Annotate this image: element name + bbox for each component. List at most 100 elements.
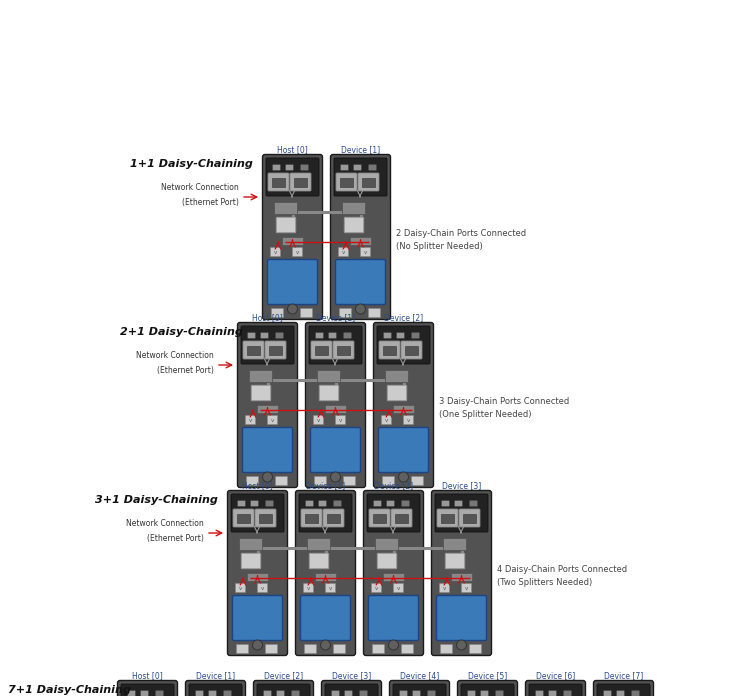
- FancyBboxPatch shape: [400, 690, 407, 696]
- FancyBboxPatch shape: [525, 681, 585, 696]
- FancyBboxPatch shape: [283, 238, 303, 245]
- Text: v: v: [307, 585, 310, 590]
- FancyBboxPatch shape: [301, 165, 308, 171]
- FancyBboxPatch shape: [391, 509, 412, 527]
- FancyBboxPatch shape: [290, 173, 311, 191]
- Text: v: v: [364, 249, 367, 255]
- FancyBboxPatch shape: [631, 690, 640, 696]
- FancyBboxPatch shape: [303, 583, 314, 592]
- FancyBboxPatch shape: [268, 260, 318, 305]
- FancyBboxPatch shape: [309, 553, 329, 569]
- FancyBboxPatch shape: [369, 596, 418, 640]
- FancyBboxPatch shape: [332, 690, 339, 696]
- Text: (Ethernet Port): (Ethernet Port): [157, 366, 214, 375]
- FancyBboxPatch shape: [401, 644, 413, 654]
- FancyBboxPatch shape: [304, 644, 317, 654]
- Text: Device [2]: Device [2]: [384, 313, 423, 322]
- FancyBboxPatch shape: [412, 333, 419, 338]
- FancyBboxPatch shape: [496, 690, 503, 696]
- FancyBboxPatch shape: [344, 477, 355, 486]
- FancyBboxPatch shape: [325, 684, 378, 696]
- FancyBboxPatch shape: [617, 690, 624, 696]
- FancyBboxPatch shape: [564, 690, 571, 696]
- Text: Device [1]: Device [1]: [341, 145, 380, 154]
- FancyBboxPatch shape: [386, 370, 409, 383]
- FancyBboxPatch shape: [235, 583, 246, 592]
- FancyBboxPatch shape: [273, 165, 280, 171]
- FancyBboxPatch shape: [275, 477, 287, 486]
- FancyBboxPatch shape: [333, 341, 354, 359]
- Text: 2 Daisy-Chain Ports Connected
(No Splitter Needed): 2 Daisy-Chain Ports Connected (No Splitt…: [396, 229, 526, 251]
- FancyBboxPatch shape: [387, 386, 407, 401]
- Text: Device [5]: Device [5]: [468, 671, 507, 680]
- Text: v: v: [274, 249, 277, 255]
- FancyBboxPatch shape: [241, 553, 260, 569]
- FancyBboxPatch shape: [196, 690, 203, 696]
- FancyBboxPatch shape: [295, 491, 355, 656]
- FancyBboxPatch shape: [364, 491, 424, 656]
- FancyBboxPatch shape: [277, 690, 284, 696]
- Text: (Ethernet Port): (Ethernet Port): [147, 534, 204, 543]
- FancyBboxPatch shape: [374, 500, 381, 506]
- FancyBboxPatch shape: [329, 333, 336, 338]
- Text: v: v: [329, 585, 332, 590]
- FancyBboxPatch shape: [249, 370, 272, 383]
- Bar: [373, 514, 386, 523]
- FancyBboxPatch shape: [257, 583, 268, 592]
- FancyBboxPatch shape: [333, 644, 346, 654]
- FancyBboxPatch shape: [379, 341, 400, 359]
- Text: Device [7]: Device [7]: [604, 671, 643, 680]
- FancyBboxPatch shape: [271, 248, 280, 257]
- FancyBboxPatch shape: [266, 158, 319, 196]
- Text: Device [1]: Device [1]: [306, 481, 345, 490]
- FancyBboxPatch shape: [401, 500, 410, 506]
- FancyBboxPatch shape: [319, 500, 326, 506]
- Text: Device [6]: Device [6]: [536, 671, 575, 680]
- FancyBboxPatch shape: [314, 416, 324, 425]
- FancyBboxPatch shape: [384, 333, 391, 338]
- Circle shape: [330, 472, 341, 482]
- FancyBboxPatch shape: [481, 690, 488, 696]
- FancyBboxPatch shape: [445, 553, 464, 569]
- FancyBboxPatch shape: [268, 173, 289, 191]
- Text: 2+1 Daisy-Chaining: 2+1 Daisy-Chaining: [120, 327, 243, 337]
- FancyBboxPatch shape: [369, 165, 376, 171]
- FancyBboxPatch shape: [354, 165, 361, 171]
- Text: 3+1 Daisy-Chaining: 3+1 Daisy-Chaining: [95, 495, 218, 505]
- Text: Device [2]: Device [2]: [374, 481, 413, 490]
- FancyBboxPatch shape: [233, 509, 254, 527]
- FancyBboxPatch shape: [378, 427, 428, 473]
- FancyBboxPatch shape: [384, 574, 404, 581]
- Text: Network Connection: Network Connection: [137, 351, 214, 360]
- FancyBboxPatch shape: [330, 155, 390, 319]
- Circle shape: [263, 472, 272, 482]
- FancyBboxPatch shape: [394, 406, 414, 413]
- FancyBboxPatch shape: [306, 500, 313, 506]
- Text: (Ethernet Port): (Ethernet Port): [182, 198, 239, 207]
- Bar: [305, 514, 318, 523]
- Bar: [315, 346, 328, 355]
- Text: Host [0]: Host [0]: [132, 671, 163, 680]
- FancyBboxPatch shape: [344, 217, 364, 232]
- FancyBboxPatch shape: [334, 500, 341, 506]
- FancyBboxPatch shape: [377, 326, 430, 364]
- Bar: [237, 514, 250, 523]
- Bar: [327, 514, 340, 523]
- FancyBboxPatch shape: [310, 427, 361, 473]
- FancyBboxPatch shape: [604, 690, 611, 696]
- FancyBboxPatch shape: [260, 333, 269, 338]
- FancyBboxPatch shape: [594, 681, 654, 696]
- FancyBboxPatch shape: [266, 500, 273, 506]
- FancyBboxPatch shape: [275, 203, 298, 214]
- FancyBboxPatch shape: [444, 539, 467, 551]
- FancyBboxPatch shape: [243, 427, 292, 473]
- FancyBboxPatch shape: [336, 173, 357, 191]
- Text: Device [3]: Device [3]: [442, 481, 481, 490]
- Text: v: v: [239, 585, 242, 590]
- FancyBboxPatch shape: [254, 681, 314, 696]
- Text: Host [0]: Host [0]: [277, 145, 308, 154]
- FancyBboxPatch shape: [351, 238, 371, 245]
- Bar: [362, 178, 375, 187]
- FancyBboxPatch shape: [301, 509, 322, 527]
- Text: 7+1 Daisy-Chaining: 7+1 Daisy-Chaining: [8, 685, 131, 695]
